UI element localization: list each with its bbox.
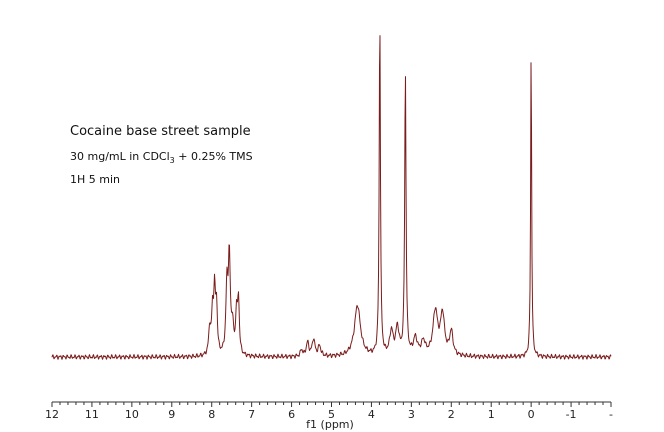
x-tick-label: 3 [408,408,415,421]
x-tick-label: 10 [125,408,139,421]
concentration-annotation: 30 mg/mL in CDCl3 + 0.25% TMS [70,150,253,165]
chart-title: Cocaine base street sample [70,124,251,139]
concentration-prefix: 30 mg/mL in CDCl [70,150,170,163]
x-tick-label: 0 [528,408,535,421]
spectrum-line [51,35,612,360]
x-tick-label: 9 [168,408,175,421]
x-tick-label: 4 [368,408,375,421]
x-axis-title: f1 (ppm) [306,418,354,431]
concentration-suffix: + 0.25% TMS [175,150,253,163]
x-tick-label: 1 [488,408,495,421]
x-tick-label: 6 [288,408,295,421]
x-tick-label: 2 [448,408,455,421]
x-tick-label: 12 [45,408,59,421]
x-tick-label: 11 [85,408,99,421]
x-tick-label: -1 [566,408,577,421]
x-axis-ticks: 12 11 10 9 8 7 6 5 4 3 2 1 0 -1- [45,402,613,421]
x-tick-label: - [609,408,613,421]
concentration-subscript: 3 [170,156,175,165]
x-tick-label: 5 [328,408,335,421]
x-tick-label: 8 [208,408,215,421]
x-tick-label: 7 [248,408,255,421]
experiment-annotation: 1H 5 min [70,173,120,186]
